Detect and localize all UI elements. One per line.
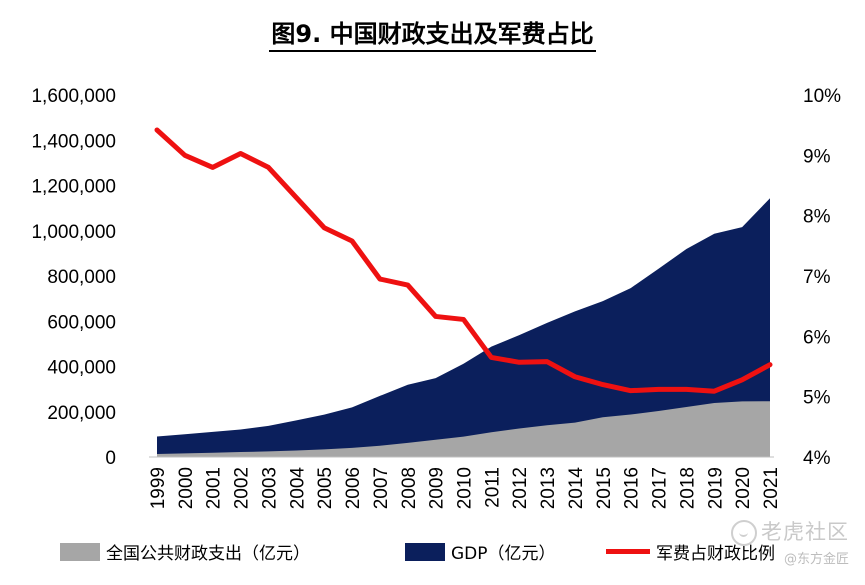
y-left-tick-label: 600,000 [47,312,116,333]
x-tick-label: 2009 [427,467,448,509]
y-right-tick-label: 7% [803,267,831,288]
x-tick-label: 2013 [538,467,559,509]
x-tick-label: 2000 [176,467,197,509]
x-tick-label: 2017 [650,467,671,509]
y-right-tick-label: 4% [803,448,831,469]
legend-label-ratio: 军费占财政比例 [656,544,775,564]
x-tick-label: 2019 [705,467,726,509]
y-left-tick-label: 800,000 [47,267,116,288]
x-tick-label: 2016 [622,467,643,509]
legend-item-gdp: GDP（亿元） [405,539,556,564]
x-tick-label: 2018 [677,467,698,509]
line-layer [154,127,773,394]
y-right-tick-label: 5% [803,388,831,409]
y-left-tick-label: 1,000,000 [31,222,116,243]
chart-title: 图9. 中国财政支出及军费占比 [0,14,865,52]
x-tick-label: 2012 [510,467,531,509]
area-layer [157,198,770,457]
x-tick-label: 2010 [455,467,476,509]
watermark: 老虎社区 @东方金匠 [731,516,849,567]
watermark-main: 老虎社区 [761,520,849,544]
y-right-tick-label: 8% [803,207,831,228]
x-tick-label: 2014 [566,467,587,510]
x-tick-label: 2001 [204,467,225,509]
y-right-tick-label: 6% [803,327,831,348]
y-left-tick-label: 1,200,000 [31,177,116,198]
x-tick-label: 2021 [761,467,782,509]
legend-label-gdp: GDP（亿元） [451,544,556,564]
y-right-tick-label: 9% [803,146,831,167]
legend-swatch-ratio [606,549,650,554]
x-tick-label: 2008 [399,467,420,509]
x-tick-label: 2002 [232,467,253,509]
y-left-tick-label: 200,000 [47,403,116,424]
legend-item-spending: 全国公共财政支出（亿元） [60,539,310,564]
x-tick-label: 2007 [371,467,392,509]
x-tick-label: 2015 [594,467,615,509]
area-spending [157,401,770,457]
x-tick-label: 1999 [148,467,169,509]
y-left-tick-label: 0 [105,448,116,469]
y-left-tick-label: 400,000 [47,358,116,379]
y-right-tick-label: 10% [803,86,841,107]
x-tick-label: 2011 [482,467,503,508]
y-left-tick-label: 1,400,000 [31,131,116,152]
legend-item-ratio: 军费占财政比例 [606,539,775,564]
watermark-logo-icon [731,520,757,546]
watermark-sub: @东方金匠 [783,552,849,567]
x-tick-label: 2020 [733,467,754,509]
y-left-tick-label: 1,600,000 [31,86,116,107]
legend-swatch-spending [60,542,100,561]
x-tick-label: 2005 [315,467,336,509]
x-tick-label: 2006 [343,467,364,509]
axes: 0 200,000 400,000 600,000 800,000 1,000,000 1,… [31,86,841,509]
legend-swatch-gdp [405,542,445,561]
x-tick-label: 2004 [287,467,308,510]
legend-label-spending: 全国公共财政支出（亿元） [106,544,310,564]
x-tick-label: 2003 [259,467,280,509]
area-gdp [157,198,770,457]
